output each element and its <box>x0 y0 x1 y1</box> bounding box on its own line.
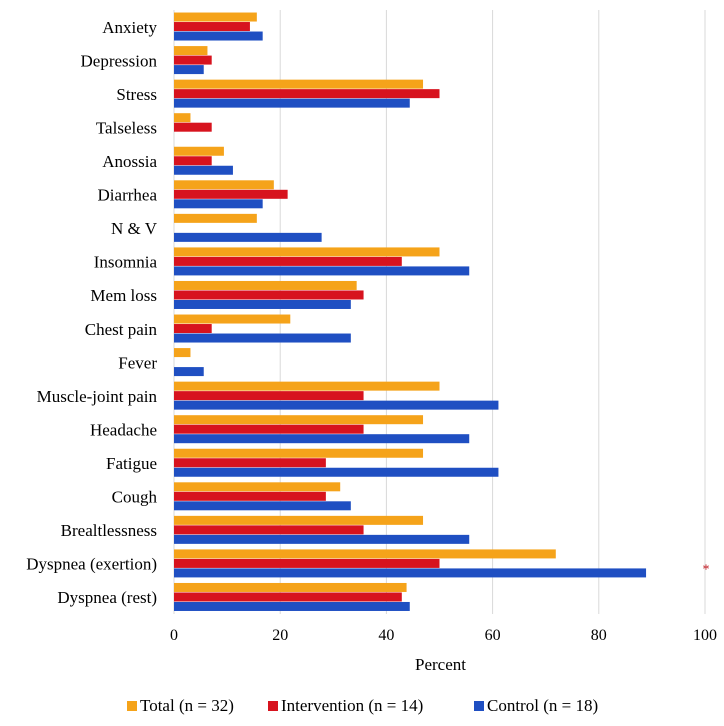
bar-intervention-14 <box>174 491 326 501</box>
bar-control-7 <box>174 266 470 276</box>
category-label: Headache <box>90 420 157 439</box>
category-label: Muscle-joint pain <box>37 387 158 406</box>
bar-intervention-7 <box>174 256 402 266</box>
bar-total-2 <box>174 79 424 89</box>
legend-swatch <box>127 701 137 711</box>
category-label: Mem loss <box>90 286 157 305</box>
category-label: Stress <box>116 85 157 104</box>
bar-intervention-16 <box>174 558 440 568</box>
bar-control-12 <box>174 434 470 444</box>
bar-control-17 <box>174 601 410 611</box>
significance-marker: * <box>703 563 710 578</box>
bar-intervention-12 <box>174 424 364 434</box>
gridlines <box>173 10 706 614</box>
category-label: Anxiety <box>102 18 157 37</box>
x-tick-labels: 0 20 40 60 80 100 <box>170 627 717 644</box>
bar-control-0 <box>174 31 263 41</box>
bar-control-16 <box>174 568 647 578</box>
category-label: N & V <box>111 219 158 238</box>
bar-intervention-13 <box>174 458 326 468</box>
bar-total-0 <box>174 12 257 22</box>
category-label: Insomnia <box>94 253 158 272</box>
bar-total-5 <box>174 180 274 190</box>
bar-intervention-3 <box>174 122 212 132</box>
x-tick-label: 100 <box>693 627 717 644</box>
bar-total-4 <box>174 146 224 156</box>
legend-label: Total (n = 32) <box>140 696 234 715</box>
category-label: Dyspnea (rest) <box>57 588 157 607</box>
bar-control-1 <box>174 65 204 75</box>
category-label: Chest pain <box>85 320 158 339</box>
category-label: Fatigue <box>106 454 157 473</box>
x-tick-label: 20 <box>272 627 288 644</box>
bar-intervention-0 <box>174 22 250 32</box>
category-label: Anossia <box>102 152 157 171</box>
x-tick-label: 60 <box>485 627 501 644</box>
category-labels: Anxiety Depression Stress Talseless Anossia D… <box>26 18 157 607</box>
legend: Total (n = 32) Intervention (n = 14) Contr… <box>127 696 598 715</box>
x-axis-title: Percent <box>415 655 466 674</box>
bar-total-7 <box>174 247 440 257</box>
category-label: Depression <box>81 51 158 70</box>
bar-group <box>174 12 647 611</box>
bar-intervention-5 <box>174 189 288 199</box>
bar-control-11 <box>174 400 499 410</box>
legend-label: Intervention (n = 14) <box>281 696 423 715</box>
bar-total-1 <box>174 46 208 56</box>
bar-intervention-17 <box>174 592 402 602</box>
category-label: Brealtlessness <box>61 521 157 540</box>
bar-total-16 <box>174 549 556 559</box>
bar-total-14 <box>174 482 341 492</box>
bar-control-14 <box>174 501 351 511</box>
bar-control-15 <box>174 534 470 544</box>
bar-intervention-11 <box>174 391 364 401</box>
category-label: Cough <box>112 488 158 507</box>
legend-swatch <box>268 701 278 711</box>
annotations: * <box>703 563 710 578</box>
bar-intervention-1 <box>174 55 212 65</box>
bar-total-3 <box>174 113 191 123</box>
bar-intervention-8 <box>174 290 364 300</box>
bar-intervention-9 <box>174 324 212 334</box>
bar-control-2 <box>174 98 410 108</box>
bar-control-5 <box>174 199 263 209</box>
bar-total-11 <box>174 381 440 391</box>
bar-control-6 <box>174 232 322 242</box>
bar-control-8 <box>174 299 351 309</box>
category-label: Talseless <box>96 118 157 137</box>
bar-total-12 <box>174 415 424 425</box>
bar-total-17 <box>174 582 407 592</box>
bar-control-9 <box>174 333 351 343</box>
bar-intervention-2 <box>174 89 440 99</box>
legend-label: Control (n = 18) <box>487 696 598 715</box>
bar-total-10 <box>174 348 191 358</box>
bar-control-13 <box>174 467 499 477</box>
x-tick-label: 0 <box>170 627 178 644</box>
category-label: Dyspnea (exertion) <box>26 555 157 574</box>
bar-total-9 <box>174 314 291 324</box>
bar-total-8 <box>174 280 357 290</box>
bar-control-4 <box>174 165 233 175</box>
bar-intervention-15 <box>174 525 364 535</box>
x-tick-label: 40 <box>378 627 394 644</box>
bar-total-6 <box>174 213 257 223</box>
legend-swatch <box>474 701 484 711</box>
bar-total-13 <box>174 448 424 458</box>
x-tick-label: 80 <box>591 627 607 644</box>
bar-total-15 <box>174 515 424 525</box>
bar-control-10 <box>174 367 204 377</box>
bar-intervention-4 <box>174 156 212 166</box>
category-label: Fever <box>118 353 157 372</box>
category-label: Diarrhea <box>98 186 158 205</box>
